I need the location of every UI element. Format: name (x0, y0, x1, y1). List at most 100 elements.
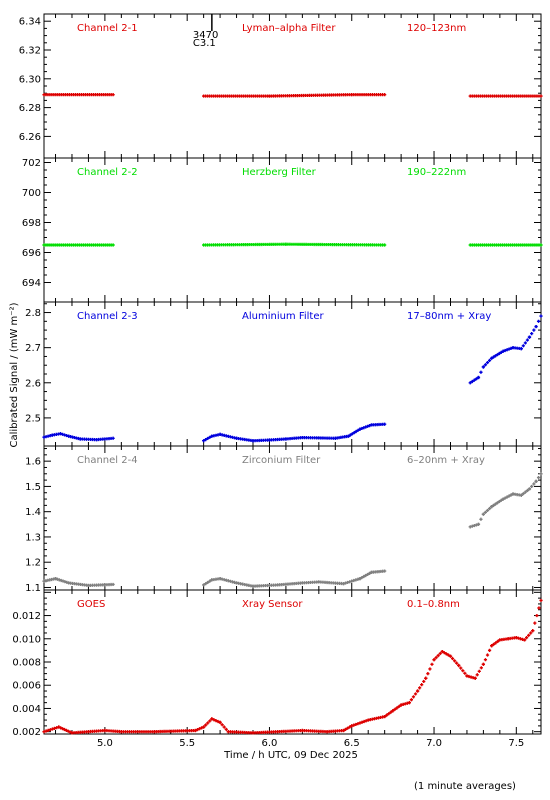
data-point (501, 349, 505, 353)
data-point (354, 722, 358, 727)
panel-frame (43, 13, 542, 159)
data-point (529, 631, 533, 635)
data-point (530, 484, 534, 489)
y-tick-label: 698 (22, 218, 41, 229)
data-point (463, 671, 467, 675)
data-point (483, 363, 488, 367)
y-tick-label: 1.4 (25, 507, 41, 518)
data-point (490, 644, 494, 648)
data-point (535, 613, 539, 618)
data-point (395, 706, 399, 710)
panel-frame (43, 445, 542, 591)
data-point (383, 422, 387, 426)
data-point (507, 494, 511, 498)
data-point (539, 314, 543, 318)
data-point (364, 719, 368, 723)
data-point (527, 487, 532, 491)
panel-frame (43, 301, 542, 447)
y-tick-label: 2.8 (25, 308, 41, 319)
data-point (485, 360, 490, 365)
data-point (495, 353, 499, 357)
y-tick-label: 6.30 (19, 74, 41, 85)
data-point (383, 93, 387, 97)
filter-label: Zirconium Filter (242, 455, 321, 466)
data-point (208, 719, 212, 723)
data-point (487, 358, 492, 362)
data-point (525, 636, 529, 640)
y-axis-label: Calibrated Signal / (mW m⁻²) (9, 302, 20, 447)
data-point (202, 583, 206, 587)
data-point (525, 338, 530, 342)
band-label: 120–123nm (407, 23, 466, 34)
data-point (212, 718, 216, 722)
band-label: 17–80nm + Xray (407, 311, 491, 322)
data-point (59, 726, 63, 730)
data-point (522, 638, 527, 642)
data-point (536, 475, 541, 480)
data-point (387, 712, 391, 716)
data-point (418, 686, 422, 690)
y-tick-label: 694 (22, 278, 41, 289)
data-point (450, 656, 455, 661)
y-tick-label: 2.6 (25, 378, 41, 389)
data-point (521, 344, 525, 348)
y-tick-label: 6.26 (19, 132, 41, 143)
data-point (481, 512, 486, 516)
footnote: (1 minute averages) (414, 781, 516, 792)
data-point (111, 582, 115, 587)
data-point (539, 243, 543, 247)
data-point (220, 723, 224, 727)
data-point (362, 574, 366, 579)
data-point (485, 508, 490, 513)
data-point (383, 569, 387, 573)
data-point (415, 689, 420, 693)
data-point (393, 707, 397, 711)
data-point (352, 431, 356, 435)
y-tick-label: 6.32 (19, 46, 41, 57)
data-point (438, 651, 442, 656)
data-point (483, 658, 488, 662)
data-point (62, 727, 67, 732)
panel-4: 1.1 1.2 1.3 1.4 1.5 1.6 Channel 2-4 Zirconium F… (25, 445, 543, 594)
panel-2: 694 696 698 700 702 Channel 2-2 Herzberg Filte… (22, 157, 543, 303)
y-tick-label: 2.5 (25, 413, 41, 424)
data-point (455, 661, 459, 665)
event-marker-class: C3.1 (193, 38, 216, 49)
channel-label: Channel 2-3 (77, 311, 138, 322)
data-point (534, 479, 538, 483)
data-point (490, 356, 494, 360)
data-point (362, 426, 366, 430)
data-point (487, 506, 492, 511)
data-point (385, 713, 389, 717)
data-point (534, 324, 538, 329)
panel-frame (43, 157, 542, 303)
data-point (436, 654, 440, 658)
data-point (503, 496, 507, 500)
data-point (364, 573, 368, 578)
data-point (204, 582, 208, 586)
data-point (440, 649, 444, 654)
filter-label: Herzberg Filter (242, 167, 317, 178)
band-label: 6–20nm + Xray (407, 455, 485, 466)
data-point (367, 571, 372, 575)
channel-label: Channel 2-4 (77, 455, 138, 466)
data-point (204, 723, 208, 727)
data-point (503, 348, 507, 353)
data-point (483, 510, 488, 514)
channel-label: Channel 2-2 (77, 167, 138, 178)
data-point (461, 669, 465, 673)
data-point (499, 498, 503, 502)
y-tick-label: 0.006 (12, 681, 41, 692)
data-point (448, 654, 453, 658)
data-point (413, 692, 418, 696)
data-point (358, 577, 362, 581)
data-point (519, 493, 523, 497)
data-point (350, 724, 354, 728)
data-point (476, 375, 481, 380)
data-point (383, 714, 387, 719)
data-point (206, 436, 210, 441)
panel-frame (43, 589, 542, 735)
data-point (216, 719, 220, 724)
data-point (397, 704, 401, 709)
